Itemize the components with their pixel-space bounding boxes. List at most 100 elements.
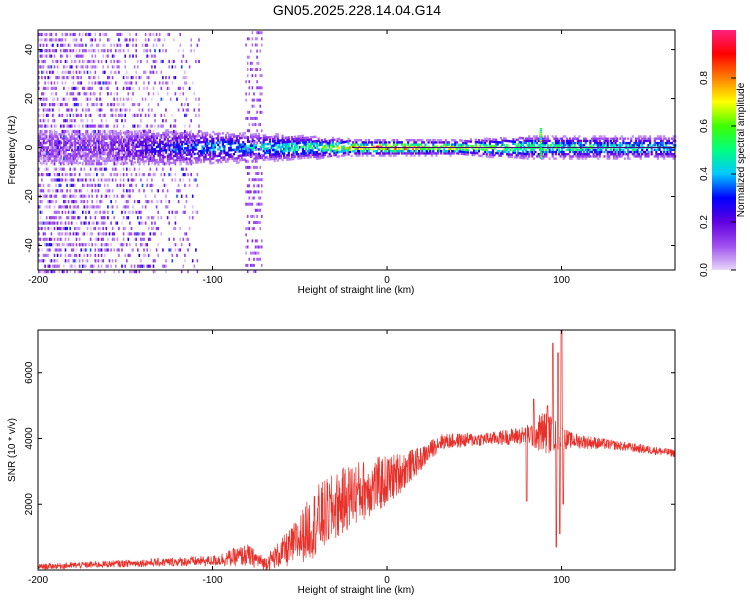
spectrogram-cell — [78, 173, 81, 177]
spectrogram-cell — [622, 137, 625, 140]
spectrogram-cell — [140, 131, 143, 135]
spectrogram-cell — [261, 214, 263, 218]
spectrogram-cell — [158, 145, 162, 148]
spectrogram-cell — [118, 32, 120, 37]
spectrogram-cell — [647, 155, 650, 158]
spectrogram-cell — [55, 264, 57, 268]
spectrogram-cell — [115, 49, 117, 53]
spectrogram-cell — [259, 92, 262, 96]
spectrogram-cell — [72, 97, 75, 101]
spectrogram-cell — [499, 152, 502, 155]
spectrogram-cell — [557, 153, 561, 156]
spectrogram-cell — [185, 97, 188, 101]
spectrogram-cell — [39, 183, 42, 187]
spectrogram-cell — [171, 253, 174, 257]
spectrogram-cell — [422, 152, 425, 155]
spectrogram-cell — [75, 103, 78, 107]
spectrogram-cell — [426, 152, 429, 155]
spectrogram-cell — [223, 138, 226, 141]
spectrogram-cell — [162, 167, 164, 171]
spectrogram-cell — [413, 145, 416, 148]
spectrogram-cell — [198, 97, 200, 101]
spectrogram-cell — [452, 143, 455, 146]
spectrogram-cell — [243, 143, 246, 146]
spectrogram-cell — [627, 150, 630, 154]
spectrogram-cell — [116, 162, 119, 166]
spectrogram-cell — [579, 150, 583, 154]
spectrogram-cell — [147, 113, 150, 117]
spectrogram-cell — [283, 141, 286, 144]
spectrogram-cell — [551, 148, 554, 151]
spectrogram-cell — [74, 232, 76, 236]
spectrogram-cell — [143, 144, 146, 148]
spectrogram-cell — [53, 124, 56, 128]
spectrogram-cell — [290, 144, 294, 148]
spectrogram-cell — [209, 153, 212, 156]
spectrogram-cell — [41, 137, 44, 140]
spectrogram-cell — [66, 216, 68, 220]
spectrogram-cell — [85, 133, 88, 136]
spectrogram-cell — [539, 133, 543, 136]
spectrogram-cell — [250, 153, 253, 156]
spectrogram-cell — [147, 32, 150, 37]
spectrogram-cell — [482, 141, 485, 145]
spectrogram-cell — [251, 137, 254, 141]
spectrogram-cell — [320, 150, 323, 153]
spectrogram-cell — [146, 144, 149, 147]
spectrogram-cell — [377, 147, 380, 151]
spectrogram-cell — [85, 264, 87, 268]
spectrogram-cell — [50, 65, 53, 69]
spectrogram-cell — [658, 144, 661, 147]
spectrogram-cell — [177, 86, 180, 90]
spectrogram-cell — [623, 150, 627, 154]
spectrogram-cell — [290, 155, 294, 159]
spectrogram-cell — [111, 145, 114, 149]
spectrogram-cell — [143, 237, 145, 241]
spectrogram-cell — [61, 226, 64, 231]
spectrogram-cell — [152, 232, 155, 236]
spectrogram-cell — [257, 196, 260, 200]
spectrogram-cell — [595, 137, 598, 140]
spectrogram-cell — [39, 200, 42, 204]
spectrogram-cell — [124, 155, 127, 158]
spectrogram-cell — [342, 145, 345, 148]
spectrogram-cell — [344, 147, 347, 150]
spectrogram-cell — [116, 32, 119, 37]
spectrogram-cell — [97, 108, 100, 112]
spectrogram-cell — [468, 140, 471, 143]
spectrogram-cell — [535, 135, 539, 138]
spectrogram-cell — [240, 158, 243, 162]
spectrogram-cell — [122, 232, 125, 236]
spectrogram-cell — [380, 141, 383, 144]
spectrogram-cell — [58, 270, 60, 274]
spectrogram-cell — [520, 156, 523, 160]
spectrogram-cell — [463, 139, 466, 143]
spectrogram-cell — [421, 145, 424, 148]
spectrogram-cell — [55, 151, 57, 155]
spectrogram-cell — [135, 154, 138, 157]
spectrogram-cell — [584, 155, 587, 158]
spectrogram-cell — [292, 157, 295, 161]
spectrogram-cell — [168, 59, 170, 64]
spectrogram-cell — [133, 161, 136, 164]
spectrogram-cell — [66, 151, 68, 155]
spectrogram-cell — [298, 135, 301, 138]
spectrogram-cell — [622, 153, 625, 156]
spectrogram-cell — [64, 148, 67, 151]
spectrogram-cell — [534, 141, 537, 145]
spectrogram-cell — [656, 135, 659, 138]
spectrogram-cell — [113, 92, 115, 96]
spectrogram-cell — [518, 136, 521, 140]
spectrogram-cell — [60, 248, 62, 252]
spectrogram-cell — [171, 65, 174, 69]
spectrogram-cell — [358, 150, 361, 153]
spectrogram-cell — [111, 151, 114, 155]
spectrogram-cell — [135, 38, 137, 42]
spectrogram-cell — [61, 189, 64, 193]
spectrogram-cell — [539, 147, 543, 150]
spectrogram-cell — [126, 148, 129, 152]
spectrogram-cell — [82, 264, 84, 268]
spectrogram-cell — [69, 32, 71, 37]
spectrogram-cell — [240, 134, 243, 137]
spectrogram-cell — [99, 133, 102, 136]
